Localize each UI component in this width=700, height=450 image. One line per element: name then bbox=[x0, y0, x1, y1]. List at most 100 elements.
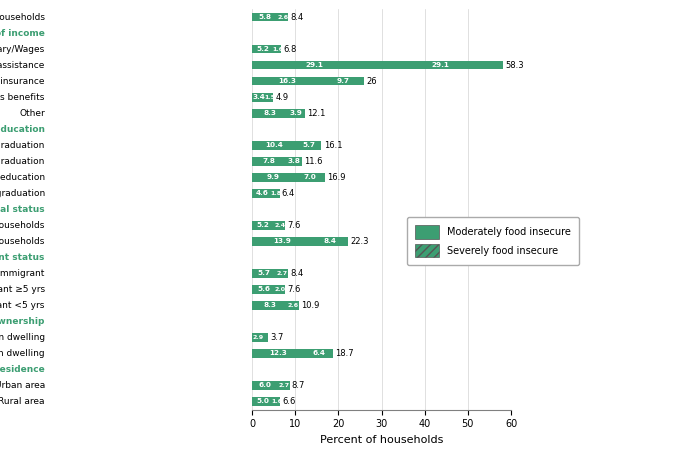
Text: 2.0: 2.0 bbox=[275, 287, 286, 292]
Text: 10.4: 10.4 bbox=[265, 142, 284, 148]
Text: 1.8: 1.8 bbox=[270, 191, 281, 196]
Text: Non-recent immigrant ≥5 yrs: Non-recent immigrant ≥5 yrs bbox=[0, 285, 45, 294]
Bar bbox=[323, 76, 364, 86]
Text: Post-secondary graduation: Post-secondary graduation bbox=[0, 189, 45, 198]
Text: 11.6: 11.6 bbox=[304, 157, 323, 166]
Text: 5.7: 5.7 bbox=[303, 142, 316, 148]
Text: 16.1: 16.1 bbox=[323, 141, 342, 150]
Text: Salary/Wages: Salary/Wages bbox=[0, 45, 45, 54]
Bar bbox=[377, 61, 503, 69]
Text: Other: Other bbox=[19, 108, 45, 117]
Text: 5.7: 5.7 bbox=[258, 270, 271, 276]
Text: Less than secondary graduation: Less than secondary graduation bbox=[0, 141, 45, 150]
Text: 2.9: 2.9 bbox=[253, 335, 264, 340]
Bar bbox=[297, 141, 321, 149]
Text: Own dwelling: Own dwelling bbox=[0, 333, 45, 342]
X-axis label: Percent of households: Percent of households bbox=[320, 435, 443, 445]
Text: 13.9: 13.9 bbox=[273, 238, 291, 244]
Text: Non-immigrant: Non-immigrant bbox=[0, 269, 45, 278]
Text: 5.2: 5.2 bbox=[257, 46, 270, 52]
Text: 8.4: 8.4 bbox=[323, 238, 337, 244]
Bar bbox=[265, 333, 268, 342]
Text: 9.9: 9.9 bbox=[267, 174, 280, 180]
Text: 8.7: 8.7 bbox=[292, 381, 305, 390]
Text: Urban area: Urban area bbox=[0, 381, 45, 390]
Text: 4.6: 4.6 bbox=[256, 190, 268, 196]
Text: 7.8: 7.8 bbox=[262, 158, 275, 164]
Text: 7.0: 7.0 bbox=[304, 174, 316, 180]
Text: 7.6: 7.6 bbox=[287, 221, 300, 230]
Bar bbox=[252, 173, 295, 182]
Bar bbox=[288, 109, 304, 117]
Bar bbox=[252, 269, 276, 278]
Bar bbox=[272, 189, 279, 198]
Bar bbox=[278, 381, 290, 390]
Bar bbox=[274, 221, 285, 230]
Text: 6.0: 6.0 bbox=[258, 382, 272, 388]
Text: 26: 26 bbox=[366, 76, 377, 86]
Bar bbox=[252, 13, 277, 22]
Text: Social assistance: Social assistance bbox=[0, 61, 45, 70]
Text: 8.3: 8.3 bbox=[263, 110, 276, 116]
Bar bbox=[312, 237, 349, 246]
Bar bbox=[252, 381, 278, 390]
Text: Rural area: Rural area bbox=[0, 397, 45, 406]
Text: 6.4: 6.4 bbox=[312, 351, 326, 356]
Text: 12.3: 12.3 bbox=[270, 351, 288, 356]
Bar bbox=[252, 285, 276, 294]
Bar bbox=[252, 333, 265, 342]
Bar bbox=[286, 157, 302, 166]
Text: 29.1: 29.1 bbox=[431, 62, 449, 68]
Bar bbox=[252, 157, 286, 166]
Text: 3.7: 3.7 bbox=[270, 333, 284, 342]
Bar bbox=[295, 173, 325, 182]
Text: 18.7: 18.7 bbox=[335, 349, 354, 358]
Text: 5.0: 5.0 bbox=[256, 399, 270, 405]
Text: 8.3: 8.3 bbox=[263, 302, 276, 308]
Text: Aboriginal status: Aboriginal status bbox=[0, 205, 45, 214]
Text: 16.9: 16.9 bbox=[327, 173, 346, 182]
Text: 22.3: 22.3 bbox=[351, 237, 369, 246]
Text: 5.6: 5.6 bbox=[258, 286, 271, 292]
Text: Recent immigrant <5 yrs: Recent immigrant <5 yrs bbox=[0, 301, 45, 310]
Bar bbox=[252, 109, 288, 117]
Bar bbox=[252, 141, 297, 149]
Text: 2.7: 2.7 bbox=[277, 271, 288, 276]
Bar bbox=[305, 349, 332, 358]
Bar bbox=[274, 45, 281, 54]
Text: 6.8: 6.8 bbox=[284, 45, 297, 54]
Text: 3.4: 3.4 bbox=[253, 94, 266, 100]
Text: 1.6: 1.6 bbox=[272, 46, 284, 52]
Text: 7.6: 7.6 bbox=[287, 285, 300, 294]
Bar bbox=[252, 76, 323, 86]
Text: 8.4: 8.4 bbox=[290, 269, 304, 278]
Text: 2.4: 2.4 bbox=[274, 223, 285, 228]
Bar bbox=[252, 349, 305, 358]
Bar bbox=[252, 61, 377, 69]
Text: Worker's compensation/Employment insurance: Worker's compensation/Employment insuran… bbox=[0, 76, 45, 86]
Text: Pensions/Senior's benefits: Pensions/Senior's benefits bbox=[0, 93, 45, 102]
Text: Do not own dwelling: Do not own dwelling bbox=[0, 349, 45, 358]
Text: 5.2: 5.2 bbox=[257, 222, 270, 228]
Text: Canada, all households: Canada, all households bbox=[0, 13, 45, 22]
Text: 2.7: 2.7 bbox=[278, 383, 289, 388]
Bar bbox=[267, 93, 273, 102]
Text: 29.1: 29.1 bbox=[306, 62, 323, 68]
Bar bbox=[252, 45, 274, 54]
Text: Area of residence: Area of residence bbox=[0, 365, 45, 374]
Text: 10.9: 10.9 bbox=[301, 301, 320, 310]
Text: 16.3: 16.3 bbox=[278, 78, 296, 84]
Text: 12.1: 12.1 bbox=[307, 108, 326, 117]
Bar bbox=[252, 397, 274, 406]
Text: 8.4: 8.4 bbox=[290, 13, 304, 22]
Bar bbox=[274, 397, 281, 406]
Text: 58.3: 58.3 bbox=[505, 61, 524, 70]
Text: 9.7: 9.7 bbox=[337, 78, 350, 84]
Text: Home ownership: Home ownership bbox=[0, 317, 45, 326]
Bar bbox=[252, 301, 288, 310]
Bar bbox=[288, 301, 299, 310]
Text: 6.6: 6.6 bbox=[283, 397, 296, 406]
Text: 1.5: 1.5 bbox=[265, 94, 276, 99]
Bar bbox=[252, 221, 274, 230]
Text: Aboriginal households: Aboriginal households bbox=[0, 237, 45, 246]
